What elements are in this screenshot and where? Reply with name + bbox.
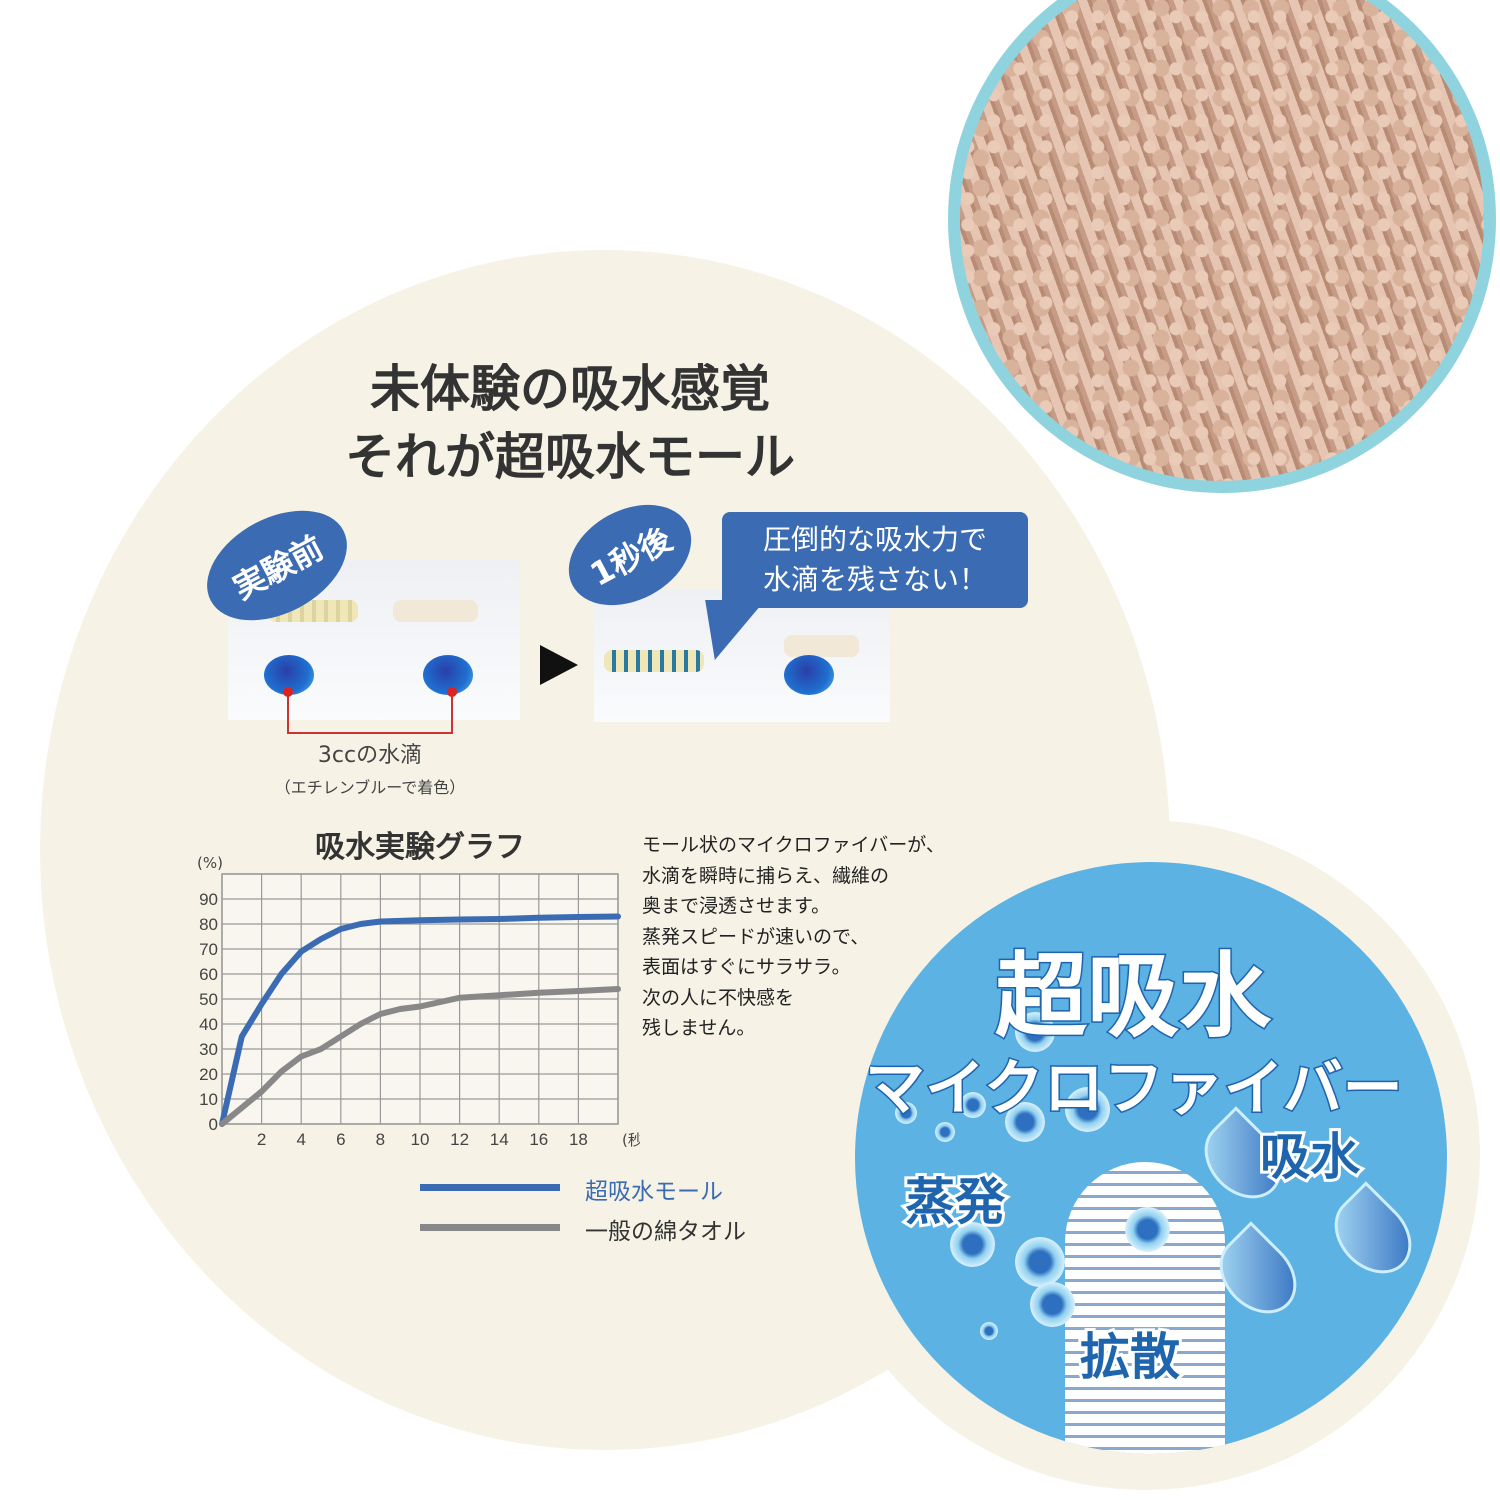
- bubble-icon: [1065, 1087, 1110, 1132]
- water-drop-icon: [1319, 1181, 1427, 1289]
- x-tick-label: 6: [336, 1130, 345, 1149]
- drop-label: 3ccの水滴: [317, 743, 423, 768]
- y-tick-label: 30: [199, 1040, 218, 1059]
- y-tick-label: 50: [199, 990, 218, 1009]
- badge-title: 超吸水: [993, 942, 1272, 1052]
- bubble-icon: [1005, 1102, 1045, 1142]
- legend-swatch-cotton: [420, 1224, 560, 1231]
- bubble-icon: [1030, 1282, 1075, 1327]
- after-experiment-photo: [594, 590, 890, 722]
- y-tick-label: 60: [199, 965, 218, 984]
- y-axis-unit: (%): [197, 854, 223, 872]
- label-absorption: 吸水: [1257, 1125, 1363, 1189]
- red-dot: [447, 687, 457, 697]
- legend-swatch-mall: [420, 1184, 560, 1191]
- y-tick-label: 0: [209, 1115, 218, 1134]
- absorption-line-chart: 0 10 20 30 40 50 60 70 80 90 2 4 6 8 10 12 14 16 18 (%) (秒): [197, 854, 640, 1149]
- x-tick-label: 10: [411, 1130, 430, 1149]
- play-arrow-icon: [540, 645, 578, 685]
- x-tick-label: 2: [257, 1130, 266, 1149]
- description-line: 蒸発スピードが速いので、: [642, 925, 870, 948]
- x-tick-label: 18: [569, 1130, 588, 1149]
- bubble-icon: [1125, 1207, 1170, 1252]
- cotton-towel-sample: [393, 600, 478, 622]
- x-tick-label: 8: [376, 1130, 385, 1149]
- callout-bubble: 圧倒的な吸水力で 水滴を残さない！: [722, 512, 1028, 608]
- callout-line2: 水滴を残さない！: [762, 563, 987, 596]
- red-dot: [283, 687, 293, 697]
- callout-line1: 圧倒的な吸水力で: [762, 523, 987, 556]
- cotton-towel-sample: [784, 635, 859, 657]
- x-axis-unit: (秒): [622, 1131, 640, 1149]
- y-tick-label: 20: [199, 1065, 218, 1084]
- description-text: モール状のマイクロファイバーが、 水滴を瞬時に捕らえ、繊維の 奥まで浸透させます…: [642, 830, 972, 1044]
- fiber-illustration: [1065, 1162, 1225, 1454]
- x-tick-label: 4: [296, 1130, 305, 1149]
- description-line: 水滴を瞬時に捕らえ、繊維の: [642, 864, 890, 887]
- microfiber-badge: 超吸水 マイクロファイバー 蒸発 吸水 拡散: [855, 862, 1447, 1454]
- y-tick-label: 90: [199, 890, 218, 909]
- bubble-icon: [950, 1222, 995, 1267]
- description-line: モール状のマイクロファイバーが、: [642, 834, 945, 856]
- bubble-icon: [980, 1322, 998, 1340]
- description-line: 奥まで浸透させます。: [642, 895, 831, 917]
- x-tick-label: 14: [490, 1130, 509, 1149]
- headline: 未体験の吸水感覚 それが超吸水モール: [200, 355, 940, 491]
- description-line: 残しません。: [642, 1017, 756, 1039]
- y-tick-label: 40: [199, 1015, 218, 1034]
- x-tick-label: 16: [529, 1130, 548, 1149]
- headline-line1: 未体験の吸水感覚: [370, 359, 770, 418]
- x-tick-label: 12: [450, 1130, 469, 1149]
- legend-label-cotton: 一般の綿タオル: [585, 1219, 746, 1245]
- y-tick-label: 10: [199, 1090, 218, 1109]
- legend-label-mall: 超吸水モール: [585, 1179, 723, 1205]
- label-evaporation: 蒸発: [902, 1170, 1008, 1234]
- description-line: 表面はすぐにサラサラ。: [642, 956, 851, 978]
- bubble-icon: [1015, 1012, 1055, 1052]
- chenille-towel-absorbed: [604, 650, 704, 672]
- badge-subtitle: マイクロファイバー: [864, 1053, 1405, 1126]
- water-drop-remaining: [784, 655, 834, 695]
- chenille-closeup-photo: [948, 0, 1496, 493]
- label-diffusion: 拡散: [1077, 1325, 1183, 1389]
- bubble-icon: [895, 1102, 917, 1124]
- bubble-icon: [1015, 1237, 1065, 1287]
- headline-line2: それが超吸水モール: [345, 427, 795, 486]
- bubble-icon: [960, 1092, 986, 1118]
- drop-indicator-bracket: [283, 687, 457, 734]
- description-line: 次の人に不快感を: [642, 986, 795, 1009]
- y-tick-label: 80: [199, 915, 218, 934]
- y-tick-label: 70: [199, 940, 218, 959]
- bubble-icon: [935, 1122, 955, 1142]
- chart-title: 吸水実験グラフ: [315, 830, 525, 865]
- drop-sublabel: （エチレンブルーで着色）: [274, 778, 466, 797]
